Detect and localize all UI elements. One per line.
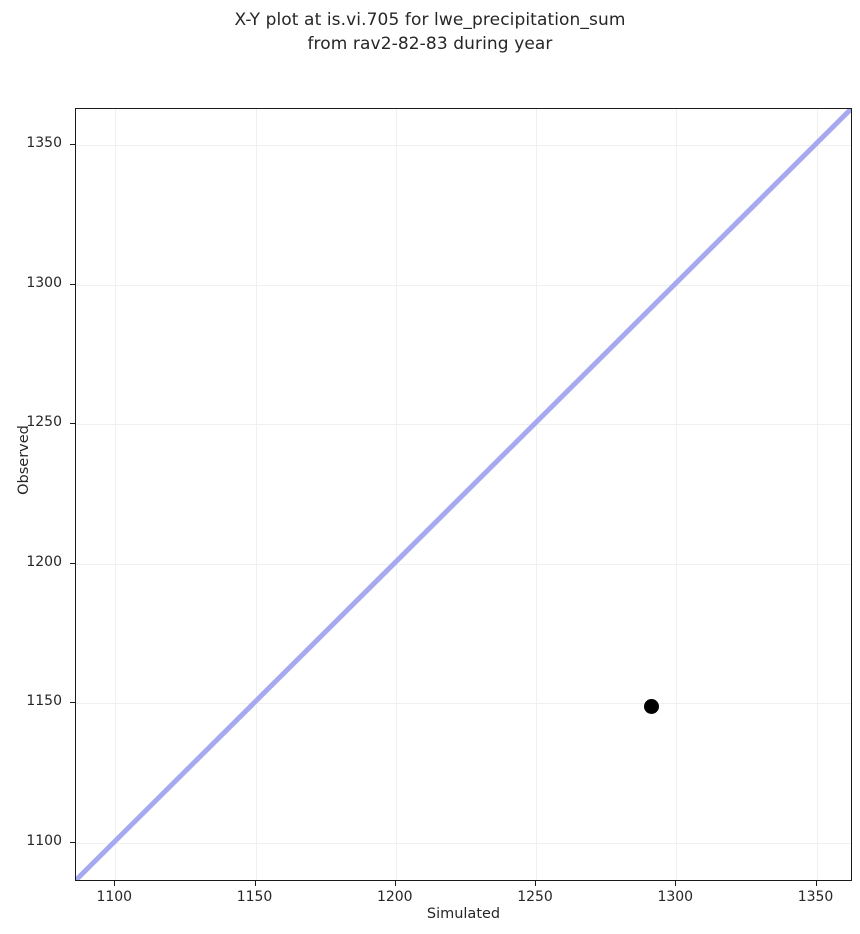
x-tick-mark: [815, 881, 817, 886]
chart-title-line-2: from rav2-82-83 during year: [307, 34, 553, 54]
x-axis-label: Simulated: [426, 906, 501, 922]
gridline-vertical: [255, 109, 257, 880]
x-tick-mark: [675, 881, 677, 886]
y-tick-label: 1200: [26, 553, 62, 570]
gridline-horizontal: [76, 703, 851, 705]
y-tick-label: 1300: [26, 274, 62, 291]
gridline-vertical: [115, 109, 117, 880]
gridline-vertical: [395, 109, 397, 880]
chart-title-line-1: X-Y plot at is.vi.705 for lwe_precipitat…: [234, 10, 626, 30]
gridline-horizontal: [76, 424, 851, 426]
y-tick-label: 1350: [26, 135, 62, 152]
x-tick-mark: [394, 881, 396, 886]
x-tick-label: 1250: [517, 889, 553, 905]
reference-line-segment: [76, 109, 851, 880]
y-tick-mark: [70, 702, 75, 704]
x-tick-label: 1100: [96, 889, 133, 905]
y-tick-label: 1250: [26, 414, 62, 431]
x-tick-label: 1200: [376, 889, 413, 905]
y-axis-label: Observed: [16, 425, 32, 495]
x-tick-label: 1300: [657, 889, 694, 905]
x-tick-mark: [254, 881, 256, 886]
gridline-vertical: [816, 109, 818, 880]
x-tick-mark: [114, 881, 116, 886]
y-tick-mark: [70, 841, 75, 843]
y-tick-mark: [70, 562, 75, 564]
chart-title: X-Y plot at is.vi.705 for lwe_precipitat…: [0, 8, 860, 56]
plot-area: [75, 108, 852, 881]
gridline-vertical: [676, 109, 678, 880]
y-tick-mark: [70, 423, 75, 425]
x-tick-mark: [535, 881, 537, 886]
data-point[interactable]: [643, 698, 659, 714]
x-tick-label: 1150: [236, 889, 273, 905]
gridline-horizontal: [76, 284, 851, 286]
gridline-horizontal: [76, 563, 851, 565]
y-tick-mark: [70, 144, 75, 146]
gridline-vertical: [536, 109, 538, 880]
gridline-horizontal: [76, 145, 851, 147]
y-tick-label: 1150: [26, 693, 62, 710]
y-tick-label: 1100: [26, 832, 62, 849]
x-tick-label: 1350: [797, 889, 834, 905]
one-to-one-reference-line: [76, 109, 851, 880]
y-tick-mark: [70, 283, 75, 285]
gridline-horizontal: [76, 842, 851, 844]
